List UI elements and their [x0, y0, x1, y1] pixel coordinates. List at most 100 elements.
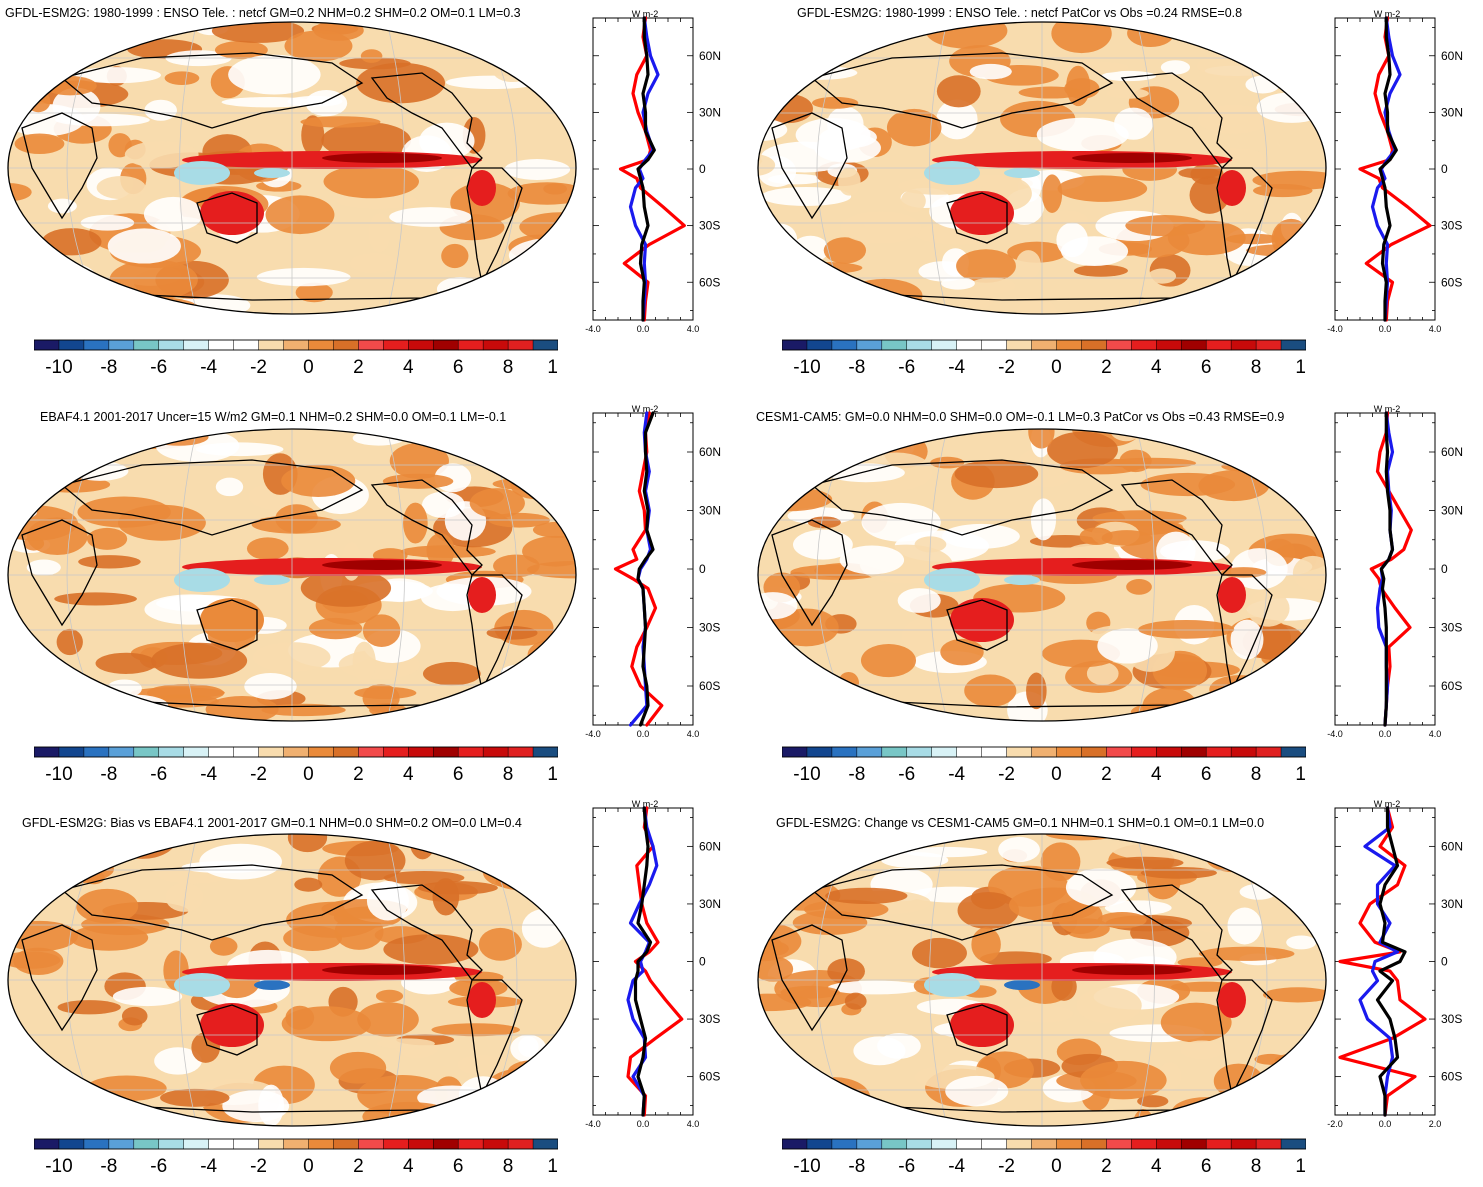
colorbar-swatch — [1056, 1138, 1082, 1150]
colorbar-tick-label: 0 — [1051, 1156, 1062, 1177]
map-field — [8, 429, 576, 721]
colorbar-swatch — [1081, 1138, 1107, 1150]
colorbar-swatch — [108, 746, 135, 758]
colorbar-swatch — [1131, 746, 1157, 758]
colorbar-swatch — [856, 339, 883, 351]
profile-x-tick-label: -4.0 — [585, 729, 601, 739]
colorbar-swatch — [1106, 1138, 1132, 1150]
colorbar-swatch — [208, 339, 235, 351]
map-field — [758, 429, 1326, 721]
profile-lat-tick-label: 0 — [1441, 162, 1448, 176]
profile-unit-label: W m-2 — [632, 405, 659, 414]
colorbar-swatch — [1031, 339, 1058, 351]
colorbar-swatch — [881, 339, 908, 351]
colorbar-tick-label: 6 — [1201, 764, 1212, 785]
colorbar-swatch — [1180, 339, 1207, 351]
colorbar-swatch — [1230, 1138, 1257, 1150]
profile-lat-tick-label: 30N — [699, 105, 721, 119]
profile-x-tick-label: 0.0 — [1379, 1119, 1392, 1129]
profile-series-line — [1369, 411, 1413, 727]
colorbar-swatch — [58, 746, 85, 758]
colorbar-swatch — [831, 746, 858, 758]
colorbar-tick-label: -10 — [793, 764, 820, 785]
colorbar-swatch — [258, 1138, 285, 1150]
colorbar-swatch — [1081, 339, 1107, 351]
colorbar-swatch — [383, 1138, 409, 1150]
colorbar-tick-label: -6 — [898, 764, 915, 785]
colorbar-tick-label: 6 — [1201, 357, 1212, 378]
profile-series-line — [1358, 806, 1400, 1117]
colorbar-tick-label: 8 — [503, 764, 514, 785]
colorbar-swatch — [1280, 1138, 1306, 1150]
colorbar-swatch — [158, 1138, 185, 1150]
colorbar-swatch — [383, 746, 409, 758]
panel-0: GFDL-ESM2G: 1980-1999 : ENSO Tele. : net… — [0, 0, 741, 395]
colorbar-tick-label: 2 — [353, 1156, 364, 1177]
colorbar-swatch — [308, 746, 334, 758]
profile-lat-tick-label: 0 — [699, 955, 706, 969]
colorbar-swatch — [881, 746, 908, 758]
profile-unit-label: W m-2 — [1374, 405, 1401, 414]
panel-title: GFDL-ESM2G: Bias vs EBAF4.1 2001-2017 GM… — [22, 816, 522, 830]
colorbar-swatch — [108, 1138, 135, 1150]
colorbar-tick-label: 6 — [453, 357, 464, 378]
colorbar-swatch — [1106, 746, 1132, 758]
colorbar-tick-label: 4 — [1151, 1156, 1162, 1177]
colorbar-tick-label: -4 — [948, 357, 965, 378]
profile-lat-tick-label: 60N — [699, 49, 721, 63]
colorbar-swatch — [1131, 339, 1157, 351]
colorbar-swatch — [1056, 746, 1082, 758]
colorbar-swatch — [158, 746, 185, 758]
colorbar-tick-label: -10 — [793, 357, 820, 378]
colorbar-tick-label: 0 — [1051, 357, 1062, 378]
colorbar-tick-label: -10 — [45, 764, 72, 785]
colorbar-swatch — [1205, 746, 1232, 758]
colorbar-swatch — [1006, 746, 1033, 758]
colorbar-swatch — [233, 1138, 260, 1150]
colorbar-swatch — [782, 339, 808, 351]
profile-lat-tick-label: 60S — [699, 679, 720, 693]
panel-1: GFDL-ESM2G: 1980-1999 : ENSO Tele. : net… — [742, 0, 1483, 395]
colorbar-tick-label: -8 — [848, 764, 865, 785]
panel-title: GFDL-ESM2G: 1980-1999 : ENSO Tele. : net… — [5, 6, 521, 20]
profile-series-line — [1379, 411, 1395, 727]
profile-x-tick-label: -4.0 — [1327, 729, 1343, 739]
colorbar-swatch — [1006, 1138, 1033, 1150]
colorbar-swatch — [432, 746, 459, 758]
profile-lat-tick-label: 0 — [699, 562, 706, 576]
colorbar-swatch — [457, 339, 484, 351]
profile-series-line — [636, 411, 655, 727]
colorbar-swatch — [856, 1138, 883, 1150]
colorbar-tick-label: -2 — [998, 764, 1015, 785]
profile-unit-label: W m-2 — [1374, 800, 1401, 809]
profile-lat-tick-label: 30S — [699, 1012, 720, 1026]
colorbar-swatch — [333, 339, 359, 351]
colorbar-swatch — [358, 1138, 384, 1150]
profile-x-tick-label: 4.0 — [1429, 729, 1442, 739]
profile-series-line — [618, 16, 686, 322]
colorbar-tick-label: -8 — [848, 1156, 865, 1177]
colorbar-swatch — [1255, 746, 1282, 758]
colorbar-swatch — [482, 339, 509, 351]
colorbar-swatch — [981, 746, 1008, 758]
colorbar-swatch — [1056, 339, 1082, 351]
colorbar-swatch — [358, 339, 384, 351]
colorbar-swatch — [283, 339, 310, 351]
colorbar-swatch — [981, 339, 1008, 351]
colorbar-swatch — [108, 339, 135, 351]
colorbar-swatch — [58, 1138, 85, 1150]
profile-lat-tick-label: 30S — [699, 621, 720, 635]
colorbar-swatch — [482, 746, 509, 758]
map-field — [758, 22, 1326, 314]
profile-series-line — [1378, 16, 1398, 322]
colorbar-swatch — [1031, 746, 1058, 758]
colorbar-tick-label: -4 — [200, 1156, 217, 1177]
colorbar-swatch — [1230, 339, 1257, 351]
colorbar-swatch — [1156, 1138, 1182, 1150]
colorbar-tick-label: -8 — [100, 1156, 117, 1177]
profile-x-tick-label: -2.0 — [1327, 1119, 1343, 1129]
colorbar: -10 -8 -6 -4 -2 0 2 4 6 8 10 — [34, 339, 558, 378]
profile-series-line — [1338, 806, 1427, 1117]
colorbar-swatch — [1230, 746, 1257, 758]
panel-4: GFDL-ESM2G: Bias vs EBAF4.1 2001-2017 GM… — [0, 800, 741, 1187]
